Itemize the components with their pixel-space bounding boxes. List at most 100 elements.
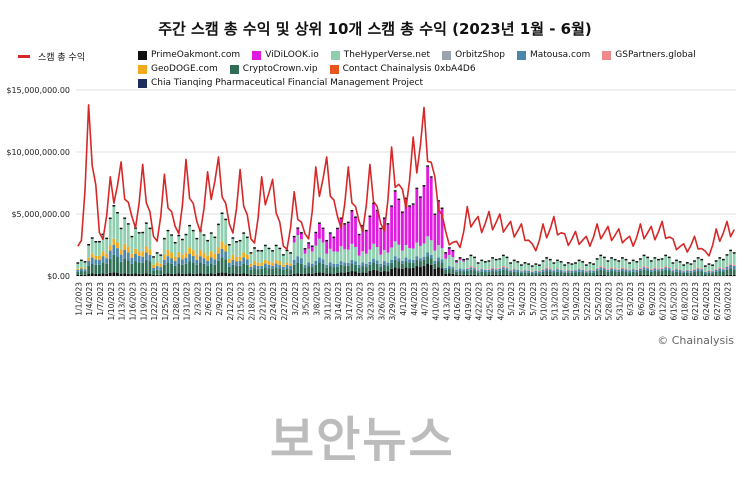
bar-cap — [105, 237, 109, 240]
bar-segment — [274, 263, 278, 268]
bar-segment — [281, 274, 285, 276]
bar-segment — [94, 264, 98, 274]
bar-segment — [584, 275, 588, 276]
bar-segment — [678, 272, 682, 276]
bar-segment — [620, 267, 624, 269]
bar-segment — [512, 275, 516, 276]
bar-segment — [671, 270, 675, 273]
bar-cap — [98, 240, 101, 243]
bar-cap — [563, 264, 567, 266]
bar-segment — [725, 266, 729, 270]
bar-segment — [372, 269, 375, 276]
bar-segment — [199, 231, 202, 250]
bar-segment — [530, 275, 534, 276]
bar-segment — [631, 268, 635, 270]
bar-segment — [595, 268, 599, 271]
bar-segment — [563, 275, 567, 276]
bar-cap — [343, 223, 347, 225]
bar-segment — [429, 240, 433, 255]
bar-segment — [281, 264, 285, 267]
bar-cap — [476, 262, 480, 264]
bar-segment — [516, 269, 520, 270]
bar-segment — [199, 249, 202, 257]
bar-segment — [112, 245, 116, 255]
bar-segment — [577, 268, 581, 270]
bar-segment — [263, 274, 267, 276]
bar-segment — [437, 261, 440, 268]
x-tick-label: 1/4/2023 — [85, 282, 94, 316]
bar-segment — [559, 269, 563, 273]
bar-segment — [718, 275, 722, 276]
bar-cap — [148, 227, 152, 230]
x-tick-label: 6/18/2023 — [680, 282, 689, 321]
bar-segment — [267, 268, 271, 275]
bar-segment — [393, 259, 397, 268]
bar-segment — [170, 258, 173, 264]
bar-segment — [184, 252, 188, 258]
bar-segment — [217, 260, 220, 273]
bar-cap — [285, 249, 289, 252]
bar-segment — [415, 189, 419, 243]
bar-segment — [548, 269, 552, 272]
bar-segment — [260, 251, 264, 263]
x-tick-label: 5/13/2023 — [550, 282, 559, 321]
bar-segment — [80, 267, 83, 269]
bar-cap — [631, 259, 635, 262]
x-tick-label: 5/19/2023 — [572, 282, 581, 321]
bar-segment — [263, 246, 267, 260]
bar-segment — [462, 271, 466, 275]
bar-segment — [357, 264, 361, 268]
bar-segment — [180, 240, 184, 255]
legend-total-line: 스캠 총 수익 — [18, 50, 85, 63]
bar-segment — [285, 262, 289, 265]
bar-segment — [126, 246, 130, 253]
legend-label: PrimeOakmont.com — [151, 50, 241, 60]
x-tick-label: 3/29/2023 — [388, 282, 397, 321]
bar-segment — [357, 235, 361, 256]
bar-segment — [628, 272, 632, 276]
bar-cap — [224, 218, 228, 221]
bar-segment — [184, 273, 188, 276]
bar-cap — [112, 205, 116, 207]
bar-segment — [653, 268, 657, 272]
x-tick-label: 5/10/2023 — [540, 282, 549, 321]
bar-cap — [714, 260, 718, 262]
bar-segment — [501, 256, 505, 267]
x-tick-label: 2/27/2023 — [280, 282, 289, 321]
bar-segment — [184, 263, 188, 274]
bar-segment — [134, 253, 137, 262]
bar-segment — [491, 268, 494, 272]
bar-segment — [314, 264, 318, 273]
bar-segment — [465, 270, 469, 275]
legend-swatch — [138, 78, 147, 88]
bar-segment — [732, 264, 736, 266]
bar-segment — [574, 269, 577, 271]
bar-segment — [570, 275, 574, 276]
bar-cap — [260, 250, 264, 252]
bar-segment — [523, 269, 527, 271]
bar-segment — [574, 270, 577, 273]
bar-cap — [696, 257, 700, 259]
bar-segment — [173, 256, 177, 261]
bar-cap — [660, 258, 664, 260]
bar-segment — [541, 261, 545, 269]
bar-segment — [159, 255, 163, 264]
bar-segment — [87, 245, 91, 258]
bar-segment — [505, 267, 509, 269]
bar-cap — [411, 203, 415, 205]
bar-segment — [119, 249, 123, 255]
bar-cap — [509, 262, 512, 264]
bar-segment — [152, 257, 155, 265]
x-tick-label: 4/7/2023 — [421, 282, 430, 316]
bar-segment — [678, 269, 682, 273]
legend-item: PrimeOakmont.com — [138, 50, 240, 60]
bar-segment — [566, 272, 570, 276]
bar-segment — [566, 270, 570, 273]
bar-segment — [260, 274, 264, 276]
bar-segment — [541, 268, 545, 270]
bar-cap — [386, 223, 390, 225]
legend-label: GSPartners.global — [615, 50, 696, 60]
bar-cap — [617, 260, 621, 262]
bar-cap — [592, 263, 595, 265]
bar-segment — [404, 199, 408, 245]
